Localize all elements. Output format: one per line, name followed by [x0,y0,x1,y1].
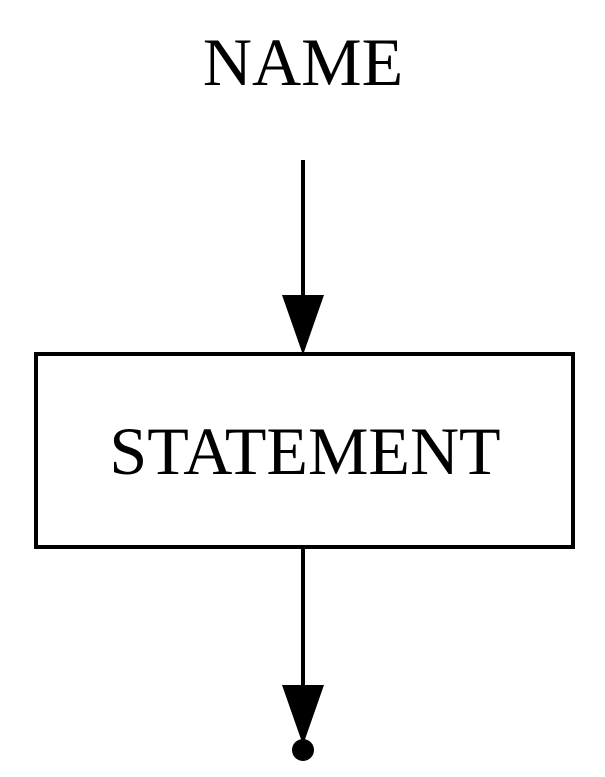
exit-arrowhead [282,685,324,745]
terminal-dot [292,739,314,761]
start-label: NAME [203,24,403,100]
entry-arrowhead [282,295,324,355]
statement-label: STATEMENT [109,413,500,489]
statement-box [34,352,575,549]
